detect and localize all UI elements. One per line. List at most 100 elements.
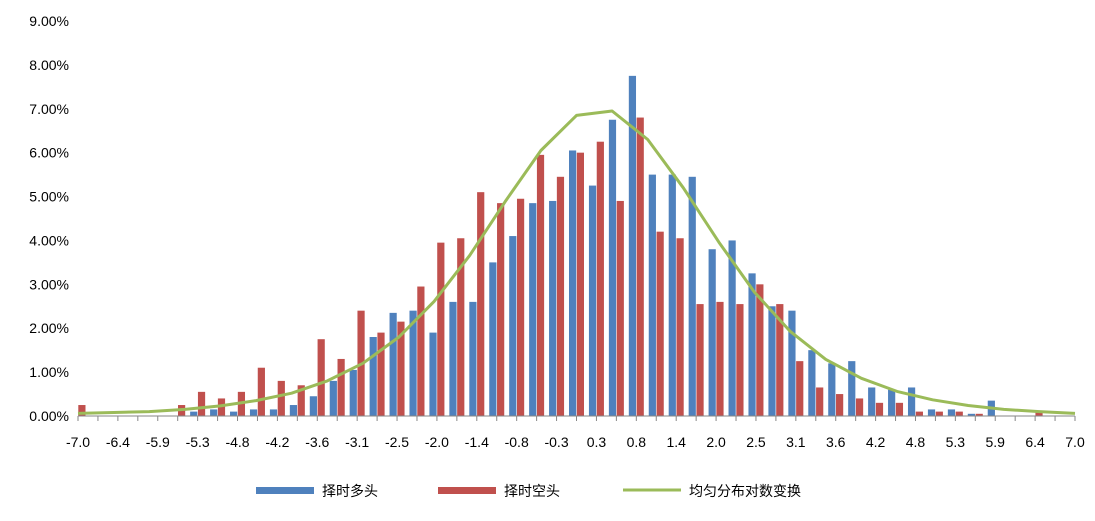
bar-long	[848, 361, 856, 416]
x-tick-label: 0.8	[627, 434, 647, 450]
y-tick-label: 9.00%	[29, 13, 69, 29]
legend: 择时多头 择时空头 均匀分布对数变换	[256, 483, 801, 499]
x-tick-label: -4.8	[225, 434, 249, 450]
bar-short	[1035, 411, 1043, 416]
bar-long	[708, 249, 716, 416]
bar-long	[489, 262, 497, 416]
x-axis: -7.0 -6.4 -5.9 -5.3 -4.8 -4.2 -3.6 -3.1 -2.5 -2.0…	[66, 415, 1085, 450]
bar-long	[329, 380, 337, 416]
bar-long	[728, 240, 736, 416]
bar-short	[317, 339, 325, 416]
bar-short	[377, 332, 385, 416]
bar-short	[636, 117, 644, 417]
y-tick-label: 6.00%	[29, 145, 69, 161]
y-tick-label: 4.00%	[29, 232, 69, 248]
x-tick-label: -6.4	[106, 434, 130, 450]
bar-long	[748, 273, 756, 416]
bar-long	[210, 409, 218, 416]
bar-long	[569, 150, 577, 416]
x-tick-label: 2.0	[706, 434, 726, 450]
bar-long	[190, 411, 198, 416]
x-tick-label: 5.9	[986, 434, 1006, 450]
x-tick-label: 6.4	[1025, 434, 1045, 450]
x-tick-label: 5.3	[946, 434, 966, 450]
x-tick-label: 1.4	[666, 434, 686, 450]
legend-item-short: 择时空头	[438, 483, 560, 499]
legend-item-curve: 均匀分布对数变换	[623, 483, 801, 499]
x-tick-label: -4.2	[265, 434, 289, 450]
bars-layer	[78, 75, 1043, 417]
y-tick-label: 5.00%	[29, 189, 69, 205]
bar-long	[588, 185, 597, 416]
bar-long	[529, 203, 537, 416]
bar-short	[756, 284, 764, 416]
bar-long	[249, 409, 258, 416]
y-tick-label: 7.00%	[29, 101, 69, 117]
bar-short	[277, 380, 285, 416]
bar-short	[297, 385, 305, 416]
legend-label-long: 择时多头	[322, 483, 378, 499]
y-tick-label: 8.00%	[29, 57, 69, 73]
bar-short	[596, 141, 604, 416]
bar-long	[768, 306, 776, 416]
bar-long	[828, 363, 836, 416]
bar-short	[895, 402, 904, 416]
bar-short	[477, 192, 485, 416]
x-tick-label: -5.3	[186, 434, 210, 450]
bar-long	[389, 312, 397, 416]
bar-long	[349, 369, 357, 416]
bar-short	[78, 405, 86, 416]
bar-short	[736, 304, 744, 416]
x-tick-label: -7.0	[66, 434, 90, 450]
bar-short	[497, 203, 505, 416]
x-tick-label: -1.4	[465, 434, 489, 450]
bar-short	[855, 398, 864, 416]
bar-long	[309, 396, 317, 416]
bar-long	[469, 301, 477, 416]
curve-layer	[77, 109, 1076, 415]
bar-short	[556, 176, 565, 416]
bar-short	[776, 304, 784, 416]
x-tick-label: 3.1	[786, 434, 806, 450]
bar-short	[816, 387, 824, 416]
bar-short	[836, 394, 844, 416]
bar-long	[868, 387, 876, 416]
legend-swatch-short	[438, 487, 496, 494]
bar-short	[696, 304, 704, 416]
bar-long	[628, 75, 637, 416]
bar-short	[656, 231, 664, 416]
bar-short	[676, 238, 684, 416]
x-tick-label: 2.5	[746, 434, 766, 450]
y-tick-label: 0.00%	[29, 408, 69, 424]
bar-short	[915, 411, 923, 416]
bar-short	[955, 411, 963, 416]
bar-long	[808, 350, 816, 416]
bar-short	[516, 198, 525, 416]
bar-short	[437, 242, 445, 416]
bar-long	[788, 310, 796, 416]
bar-short	[975, 413, 983, 416]
bar-short	[536, 154, 545, 416]
legend-item-long: 择时多头	[256, 483, 378, 499]
bar-short	[397, 321, 405, 416]
x-tick-label: -0.3	[544, 434, 568, 450]
x-tick-label: -2.5	[385, 434, 409, 450]
bar-long	[888, 389, 896, 416]
x-tick-label: -5.9	[146, 434, 170, 450]
y-axis-tick-labels: 0.00% 1.00% 2.00% 3.00% 4.00% 5.00% 6.00% 7.00%…	[29, 13, 69, 424]
bar-long	[289, 405, 298, 416]
bar-long	[549, 200, 557, 416]
bar-long	[947, 409, 956, 416]
curve-line	[77, 109, 1076, 415]
bar-long	[608, 119, 617, 416]
bar-long	[668, 174, 676, 416]
y-tick-label: 2.00%	[29, 320, 69, 336]
x-tick-label: 7.0	[1065, 434, 1085, 450]
bar-short	[616, 200, 624, 416]
bar-short	[875, 402, 884, 416]
bar-short	[576, 152, 584, 416]
bar-short	[716, 301, 724, 416]
bar-long	[688, 176, 696, 416]
bar-short	[457, 238, 465, 416]
